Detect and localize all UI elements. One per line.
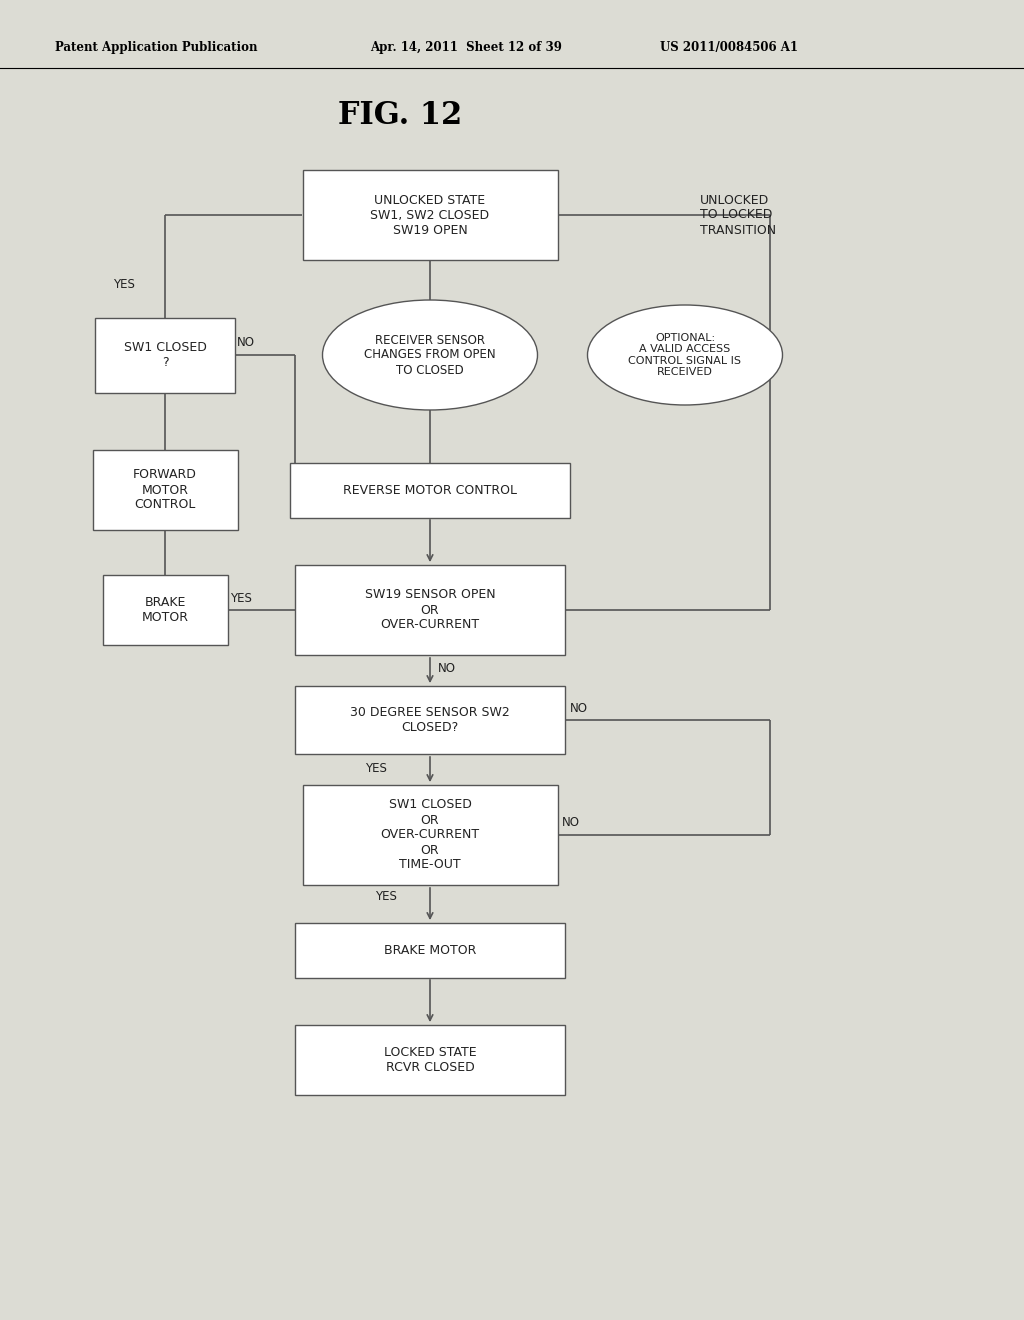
Text: NO: NO	[570, 701, 588, 714]
Text: SW19 SENSOR OPEN
OR
OVER-CURRENT: SW19 SENSOR OPEN OR OVER-CURRENT	[365, 589, 496, 631]
Ellipse shape	[323, 300, 538, 411]
FancyBboxPatch shape	[92, 450, 238, 531]
Text: LOCKED STATE
RCVR CLOSED: LOCKED STATE RCVR CLOSED	[384, 1045, 476, 1074]
Text: SW1 CLOSED
?: SW1 CLOSED ?	[124, 341, 207, 370]
Text: NO: NO	[438, 661, 456, 675]
Text: NO: NO	[237, 337, 255, 350]
Text: Apr. 14, 2011  Sheet 12 of 39: Apr. 14, 2011 Sheet 12 of 39	[370, 41, 562, 54]
FancyBboxPatch shape	[295, 923, 565, 978]
FancyBboxPatch shape	[302, 785, 557, 884]
Text: 30 DEGREE SENSOR SW2
CLOSED?: 30 DEGREE SENSOR SW2 CLOSED?	[350, 706, 510, 734]
Text: FORWARD
MOTOR
CONTROL: FORWARD MOTOR CONTROL	[133, 469, 197, 511]
Text: REVERSE MOTOR CONTROL: REVERSE MOTOR CONTROL	[343, 483, 517, 496]
FancyBboxPatch shape	[102, 576, 227, 645]
FancyBboxPatch shape	[302, 170, 557, 260]
Text: OPTIONAL:
A VALID ACCESS
CONTROL SIGNAL IS
RECEIVED: OPTIONAL: A VALID ACCESS CONTROL SIGNAL …	[629, 333, 741, 378]
Text: BRAKE
MOTOR: BRAKE MOTOR	[141, 597, 188, 624]
Text: SW1 CLOSED
OR
OVER-CURRENT
OR
TIME-OUT: SW1 CLOSED OR OVER-CURRENT OR TIME-OUT	[381, 799, 479, 871]
Text: YES: YES	[365, 762, 387, 775]
Text: Patent Application Publication: Patent Application Publication	[55, 41, 257, 54]
Ellipse shape	[588, 305, 782, 405]
Text: FIG. 12: FIG. 12	[338, 99, 462, 131]
Text: US 2011/0084506 A1: US 2011/0084506 A1	[660, 41, 798, 54]
Text: YES: YES	[113, 279, 135, 292]
FancyBboxPatch shape	[295, 686, 565, 754]
FancyBboxPatch shape	[295, 1026, 565, 1096]
Text: UNLOCKED STATE
SW1, SW2 CLOSED
SW19 OPEN: UNLOCKED STATE SW1, SW2 CLOSED SW19 OPEN	[371, 194, 489, 236]
Text: RECEIVER SENSOR
CHANGES FROM OPEN
TO CLOSED: RECEIVER SENSOR CHANGES FROM OPEN TO CLO…	[365, 334, 496, 376]
FancyBboxPatch shape	[95, 318, 234, 392]
Text: NO: NO	[562, 817, 580, 829]
FancyBboxPatch shape	[295, 565, 565, 655]
Text: UNLOCKED
TO LOCKED
TRANSITION: UNLOCKED TO LOCKED TRANSITION	[700, 194, 776, 236]
FancyBboxPatch shape	[290, 462, 570, 517]
Text: YES: YES	[230, 591, 252, 605]
Text: BRAKE MOTOR: BRAKE MOTOR	[384, 944, 476, 957]
Text: YES: YES	[375, 891, 397, 903]
